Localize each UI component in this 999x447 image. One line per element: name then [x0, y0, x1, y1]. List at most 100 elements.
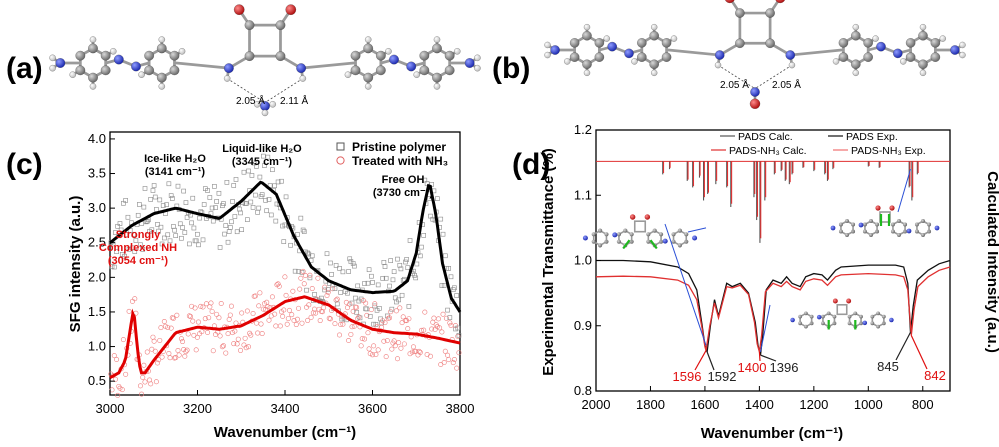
pristine-data-point	[300, 227, 306, 233]
pristine-data-point	[231, 183, 237, 188]
pristine-data-point	[340, 269, 346, 275]
carbon-atom	[869, 233, 873, 237]
carbon-atom	[637, 52, 647, 62]
treated-data-point	[199, 329, 205, 335]
treated-data-point	[382, 320, 388, 326]
pristine-data-point	[355, 283, 361, 289]
pristine-data-point	[205, 188, 210, 193]
hydrogen-atom	[49, 54, 56, 62]
hydrogen-atom	[110, 48, 117, 55]
treated-data-point	[396, 340, 402, 346]
carbon-atom	[869, 219, 873, 223]
pristine-data-point	[445, 307, 450, 313]
panel-label-b: (b)	[492, 52, 530, 85]
pristine-data-point	[407, 238, 413, 243]
treated-data-point	[244, 308, 250, 314]
treated-data-point	[132, 296, 138, 302]
carbon-atom	[646, 232, 651, 237]
pristine-data-point	[167, 238, 173, 244]
treated-data-point	[400, 314, 406, 320]
treated-data-point	[129, 298, 135, 304]
bond	[788, 48, 843, 57]
treated-data-point	[451, 356, 457, 362]
pristine-data-point	[338, 290, 343, 295]
legend-label-treated: Treated with NH₃	[352, 154, 448, 168]
pristine-data-point	[175, 183, 181, 189]
pristine-data-point	[347, 256, 353, 262]
carbon-atom	[363, 72, 374, 83]
pristine-data-point	[239, 227, 244, 232]
treated-data-point	[216, 315, 222, 321]
treated-data-point	[277, 323, 283, 329]
pristine-data-point	[454, 293, 459, 298]
treated-data-point	[300, 268, 306, 274]
pristine-data-point	[390, 277, 396, 283]
treated-data-point	[228, 303, 234, 309]
pristine-data-point	[382, 264, 388, 269]
nitrogen-atom	[550, 45, 560, 55]
pristine-data-point	[229, 219, 234, 225]
chart-c-fit-lines	[109, 180, 462, 380]
pristine-data-point	[177, 221, 183, 227]
treated-data-point	[180, 339, 186, 345]
pristine-data-point	[350, 261, 356, 266]
treated-data-point	[290, 288, 296, 294]
pristine-data-point	[172, 227, 177, 233]
x-tick-label: 1400	[745, 397, 774, 412]
carbon-atom	[876, 311, 880, 316]
treated-data-point	[238, 347, 244, 353]
annotation-line2: (3345 cm⁻¹)	[232, 156, 293, 168]
carbon-atom	[838, 222, 843, 227]
carbon-atom	[419, 50, 430, 61]
treated-data-point	[435, 316, 441, 322]
pristine-data-point	[295, 232, 300, 237]
pristine-data-point	[380, 276, 386, 281]
treated-data-point	[340, 321, 346, 327]
carbon-atom	[918, 30, 928, 41]
carbon-atom	[851, 30, 861, 41]
pristine-data-point	[389, 306, 395, 312]
hydrogen-atom	[299, 75, 307, 82]
pristine-data-point	[259, 192, 265, 197]
oxygen-atom	[889, 205, 895, 211]
pristine-data-point	[299, 270, 305, 275]
pristine-data-point	[114, 249, 119, 255]
y-tick-label: 1.0	[574, 253, 592, 268]
pristine-data-point	[222, 231, 227, 237]
x-tick-label: 1200	[799, 397, 828, 412]
nitrogen-atom	[624, 48, 634, 59]
hydrogen-atom	[583, 24, 591, 31]
treated-data-point	[147, 377, 153, 383]
treated-data-point	[169, 315, 175, 321]
peak-arrow	[910, 335, 928, 370]
treated-data-point	[209, 308, 215, 314]
peak-arrow	[758, 351, 761, 362]
treated-data-point	[392, 343, 398, 349]
carbon-atom	[144, 50, 154, 61]
treated-data-point	[308, 314, 314, 320]
treated-data-point	[409, 349, 415, 355]
pristine-fit-line	[109, 180, 462, 313]
x-tick-label: 1000	[854, 397, 883, 412]
pristine-data-point	[399, 292, 405, 298]
y-tick-label: 1.2	[574, 122, 592, 137]
treated-data-point	[369, 352, 375, 358]
legend-label-nh3-calc: PADS-NH₃ Calc.	[729, 145, 807, 157]
nitrogen-atom	[464, 58, 475, 68]
pristine-data-point	[413, 275, 419, 281]
treated-data-point	[223, 350, 229, 356]
pristine-data-point	[334, 301, 340, 307]
treated-data-point	[422, 309, 428, 315]
treated-data-point	[455, 333, 461, 339]
chart-d-experimental-lines	[595, 259, 951, 356]
treated-data-point	[294, 316, 300, 322]
treated-data-point	[141, 362, 147, 368]
hydrogen-atom	[364, 36, 372, 43]
chart-d-x-axis-title: Wavenumber (cm⁻¹)	[701, 425, 843, 442]
treated-data-point	[285, 316, 291, 322]
hydrogen-atom	[852, 24, 859, 31]
hydrogen-atom	[651, 69, 658, 76]
pristine-data-point	[397, 262, 403, 268]
treated-data-point	[359, 336, 365, 342]
treated-data-point	[363, 300, 369, 306]
